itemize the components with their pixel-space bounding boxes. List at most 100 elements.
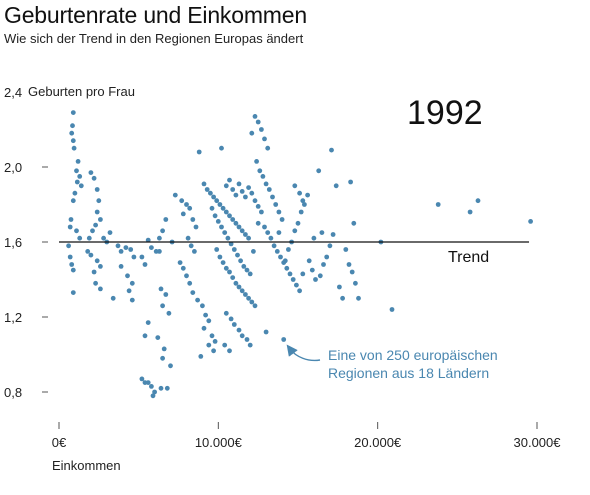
data-point: [129, 297, 135, 303]
data-point: [214, 247, 220, 252]
chart-title: Geburtenrate und Einkommen: [4, 2, 307, 28]
data-point: [107, 230, 113, 236]
data-point: [74, 168, 79, 174]
data-point: [225, 235, 231, 241]
data-point: [200, 303, 205, 309]
chart-subtitle: Wie sich der Trend in den Regionen Europ…: [4, 31, 304, 46]
data-point: [90, 228, 95, 234]
data-point: [206, 342, 212, 348]
data-point: [152, 389, 158, 395]
x-axis: 0€ 10.000€ 20.000€ 30.000€: [52, 422, 561, 450]
data-point: [243, 194, 248, 200]
data-point: [239, 189, 245, 194]
data-point: [467, 209, 473, 215]
data-point: [161, 346, 167, 352]
data-point: [263, 181, 269, 187]
data-point: [212, 339, 218, 344]
data-point: [228, 241, 234, 247]
data-point: [185, 235, 191, 241]
data-point: [324, 254, 330, 260]
data-point: [88, 252, 94, 258]
data-point: [227, 348, 232, 354]
data-point: [238, 258, 244, 264]
data-point: [340, 295, 345, 301]
x-tick-label: 0€: [52, 435, 67, 450]
data-point: [163, 292, 169, 297]
data-point: [255, 220, 261, 226]
data-point: [70, 138, 76, 144]
data-point: [217, 254, 223, 260]
data-point: [282, 258, 288, 264]
data-point: [337, 284, 342, 290]
data-point: [94, 209, 100, 215]
data-point: [236, 327, 242, 333]
data-point: [263, 329, 269, 335]
data-point: [110, 295, 116, 301]
data-point: [239, 228, 245, 234]
data-points: [66, 110, 533, 399]
data-point: [142, 333, 148, 339]
data-point: [236, 224, 242, 230]
data-point: [211, 194, 217, 200]
data-point: [180, 265, 186, 271]
data-point: [244, 337, 250, 342]
data-point: [67, 224, 73, 230]
data-point: [230, 217, 236, 222]
data-point: [157, 249, 162, 254]
data-point: [239, 333, 245, 339]
data-point: [222, 342, 228, 348]
data-point: [351, 220, 357, 226]
data-point: [246, 235, 252, 241]
data-point: [249, 190, 255, 196]
data-point: [131, 254, 137, 260]
data-point: [179, 198, 185, 204]
data-point: [246, 185, 252, 191]
data-point: [276, 230, 282, 236]
data-point: [164, 385, 170, 391]
data-point: [209, 333, 215, 339]
data-point: [356, 295, 361, 301]
data-point: [259, 127, 264, 132]
data-point: [353, 280, 358, 286]
data-point: [187, 205, 193, 211]
data-point: [249, 299, 255, 305]
data-point: [71, 145, 77, 151]
data-point: [68, 217, 74, 222]
data-point: [150, 393, 156, 399]
data-point: [317, 273, 323, 279]
data-point: [249, 130, 255, 136]
x-tick-label: 20.000€: [354, 435, 402, 450]
data-point: [118, 249, 124, 254]
data-point: [75, 159, 81, 164]
data-point: [284, 265, 290, 271]
data-point: [70, 267, 76, 273]
data-point: [300, 198, 306, 204]
data-point: [129, 280, 135, 286]
data-point: [93, 280, 98, 286]
data-point: [69, 130, 75, 136]
y-axis: 0,8 1,2 1,6 2,0 2,4: [4, 85, 48, 400]
data-point: [254, 159, 259, 164]
y-tick-label: 0,8: [4, 385, 22, 400]
data-point: [292, 228, 298, 234]
x-tick-label: 30.000€: [514, 435, 562, 450]
data-point: [123, 245, 129, 251]
data-point: [88, 170, 94, 176]
data-point: [223, 183, 229, 189]
data-point: [305, 192, 310, 198]
data-point: [294, 282, 299, 288]
data-point: [168, 363, 173, 369]
data-point: [475, 198, 481, 204]
data-point: [217, 202, 223, 207]
data-point: [69, 262, 75, 267]
data-point: [67, 254, 73, 260]
data-point: [297, 288, 302, 294]
data-point: [343, 247, 349, 252]
data-point: [198, 354, 204, 359]
data-point: [297, 190, 302, 196]
data-point: [223, 310, 229, 316]
data-point: [298, 209, 304, 215]
data-point: [188, 243, 194, 249]
data-point: [78, 183, 84, 189]
